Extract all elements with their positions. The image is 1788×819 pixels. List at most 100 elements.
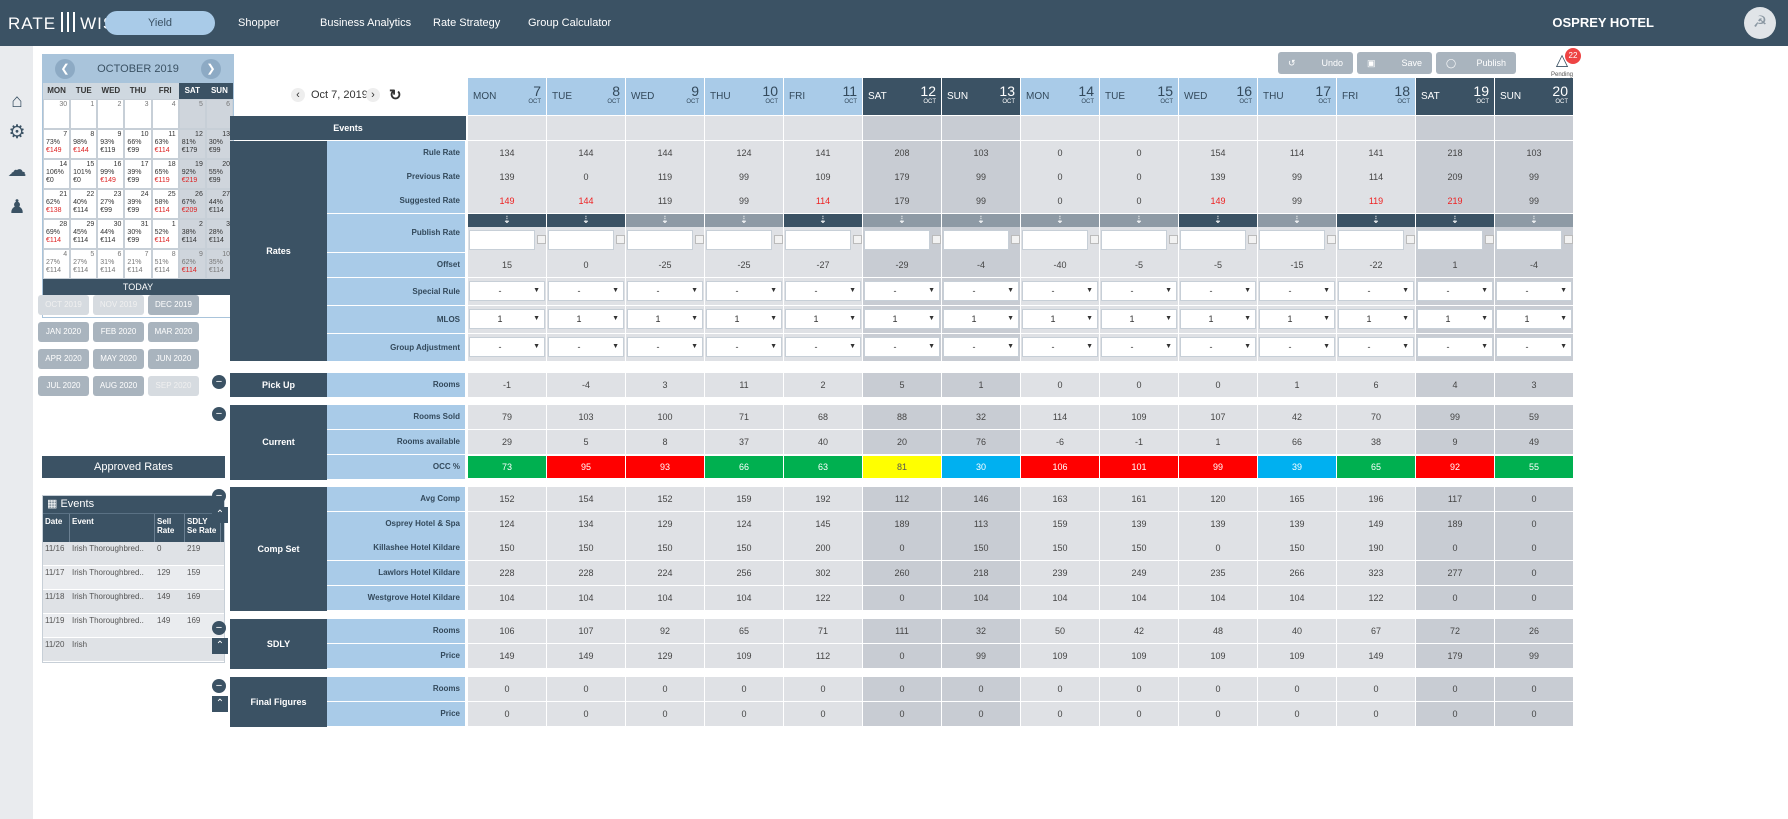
event-row[interactable]: 11/18 Irish Thoroughbred.. 149 169 bbox=[43, 590, 224, 614]
calendar-day[interactable]: 5 27% €114 bbox=[70, 249, 98, 279]
publish-rate-input[interactable] bbox=[1101, 230, 1167, 250]
day-column-header[interactable]: SUN 20 OCT bbox=[1495, 78, 1573, 115]
day-column-header[interactable]: MON 14 OCT bbox=[1021, 78, 1099, 115]
month-button[interactable]: FEB 2020 bbox=[93, 322, 144, 342]
day-column-header[interactable]: SAT 12 OCT bbox=[863, 78, 941, 115]
calendar-day[interactable]: 20 55% €99 bbox=[205, 159, 233, 189]
publish-rate-input[interactable] bbox=[706, 230, 772, 250]
mlos-select[interactable]: 1 ▼ bbox=[1259, 309, 1335, 329]
mlos-select[interactable]: 1 ▼ bbox=[1496, 309, 1572, 329]
group-adj-select[interactable]: - ▼ bbox=[469, 337, 545, 357]
mlos-select[interactable]: 1 ▼ bbox=[1338, 309, 1414, 329]
expand-final-icon[interactable]: ⌃ bbox=[212, 696, 228, 712]
collapse-compset-icon[interactable]: − bbox=[212, 489, 226, 503]
undo-button[interactable]: ↺ Undo bbox=[1278, 52, 1353, 74]
calendar-day[interactable]: 26 67% €209 bbox=[178, 189, 206, 219]
month-button[interactable]: APR 2020 bbox=[38, 349, 89, 369]
calendar-day[interactable]: 10 35% €114 bbox=[205, 249, 233, 279]
special-rule-select[interactable]: - ▼ bbox=[943, 281, 1019, 301]
collapse-current-icon[interactable]: − bbox=[212, 407, 226, 421]
save-button[interactable]: ▣ Save bbox=[1357, 52, 1432, 74]
publish-checkbox[interactable] bbox=[616, 235, 625, 244]
mlos-select[interactable]: 1 ▼ bbox=[1180, 309, 1256, 329]
calendar-day[interactable]: 16 99% €149 bbox=[97, 159, 125, 189]
group-adj-select[interactable]: - ▼ bbox=[943, 337, 1019, 357]
user-avatar[interactable]: ☭ bbox=[1744, 7, 1776, 39]
mlos-select[interactable]: 1 ▼ bbox=[469, 309, 545, 329]
publish-rate-input[interactable] bbox=[943, 230, 1009, 250]
publish-checkbox[interactable] bbox=[1485, 235, 1494, 244]
publish-checkbox[interactable] bbox=[853, 235, 862, 244]
day-column-header[interactable]: TUE 8 OCT bbox=[547, 78, 625, 115]
mlos-select[interactable]: 1 ▼ bbox=[706, 309, 782, 329]
month-button[interactable]: JUL 2020 bbox=[38, 376, 89, 396]
collapse-pickup-icon[interactable]: − bbox=[212, 375, 226, 389]
gears-icon[interactable]: ⚙ bbox=[8, 122, 26, 143]
mlos-select[interactable]: 1 ▼ bbox=[785, 309, 861, 329]
apply-suggested-icon[interactable]: ⇣ bbox=[784, 214, 862, 227]
calendar-day[interactable]: 2 bbox=[97, 99, 125, 129]
calendar-day[interactable]: 28 69% €114 bbox=[43, 219, 71, 249]
day-column-header[interactable]: MON 7 OCT bbox=[468, 78, 546, 115]
special-rule-select[interactable]: - ▼ bbox=[1259, 281, 1335, 301]
publish-rate-input[interactable] bbox=[1259, 230, 1325, 250]
mlos-select[interactable]: 1 ▼ bbox=[1022, 309, 1098, 329]
month-button[interactable]: JUN 2020 bbox=[148, 349, 199, 369]
publish-checkbox[interactable] bbox=[1169, 235, 1178, 244]
publish-rate-input[interactable] bbox=[864, 230, 930, 250]
calendar-day[interactable]: 5 bbox=[178, 99, 206, 129]
publish-checkbox[interactable] bbox=[774, 235, 783, 244]
special-rule-select[interactable]: - ▼ bbox=[864, 281, 940, 301]
day-column-header[interactable]: THU 10 OCT bbox=[705, 78, 783, 115]
publish-rate-input[interactable] bbox=[1338, 230, 1404, 250]
month-button[interactable]: AUG 2020 bbox=[93, 376, 144, 396]
calendar-day[interactable]: 13 30% €99 bbox=[205, 129, 233, 159]
publish-checkbox[interactable] bbox=[1011, 235, 1020, 244]
mlos-select[interactable]: 1 ▼ bbox=[943, 309, 1019, 329]
calendar-day[interactable]: 24 39% €99 bbox=[124, 189, 152, 219]
special-rule-select[interactable]: - ▼ bbox=[627, 281, 703, 301]
calendar-day[interactable]: 1 52% €114 bbox=[151, 219, 179, 249]
notification-bell-icon[interactable]: △ 22 Pending bbox=[1547, 48, 1581, 80]
apply-suggested-icon[interactable]: ⇣ bbox=[626, 214, 704, 227]
publish-rate-input[interactable] bbox=[1417, 230, 1483, 250]
publish-button[interactable]: ◯ Publish bbox=[1436, 52, 1516, 74]
special-rule-select[interactable]: - ▼ bbox=[706, 281, 782, 301]
nav-group-calculator[interactable]: Group Calculator bbox=[528, 17, 612, 29]
calendar-day[interactable]: 10 66% €99 bbox=[124, 129, 152, 159]
nav-yield[interactable]: Yield bbox=[105, 11, 215, 35]
mlos-select[interactable]: 1 ▼ bbox=[627, 309, 703, 329]
day-column-header[interactable]: FRI 18 OCT bbox=[1337, 78, 1415, 115]
month-button[interactable]: NOV 2019 bbox=[93, 295, 144, 315]
calendar-day[interactable]: 11 63% €114 bbox=[151, 129, 179, 159]
approved-rates-button[interactable]: Approved Rates bbox=[42, 456, 225, 478]
apply-suggested-icon[interactable]: ⇣ bbox=[547, 214, 625, 227]
calendar-day[interactable]: 7 21% €114 bbox=[124, 249, 152, 279]
month-button[interactable]: OCT 2019 bbox=[38, 295, 89, 315]
apply-suggested-icon[interactable]: ⇣ bbox=[1100, 214, 1178, 227]
special-rule-select[interactable]: - ▼ bbox=[1022, 281, 1098, 301]
month-button[interactable]: JAN 2020 bbox=[38, 322, 89, 342]
calendar-day[interactable]: 30 bbox=[43, 99, 71, 129]
prev-month-button[interactable]: ❮ bbox=[55, 59, 75, 79]
day-column-header[interactable]: FRI 11 OCT bbox=[784, 78, 862, 115]
group-adj-select[interactable]: - ▼ bbox=[1180, 337, 1256, 357]
mlos-select[interactable]: 1 ▼ bbox=[1101, 309, 1177, 329]
mlos-select[interactable]: 1 ▼ bbox=[548, 309, 624, 329]
day-column-header[interactable]: WED 16 OCT bbox=[1179, 78, 1257, 115]
apply-suggested-icon[interactable]: ⇣ bbox=[1179, 214, 1257, 227]
users-icon[interactable]: ♟ bbox=[8, 197, 26, 218]
collapse-final-icon[interactable]: − bbox=[212, 679, 226, 693]
month-button[interactable]: MAR 2020 bbox=[148, 322, 199, 342]
apply-suggested-icon[interactable]: ⇣ bbox=[1258, 214, 1336, 227]
apply-suggested-icon[interactable]: ⇣ bbox=[863, 214, 941, 227]
apply-suggested-icon[interactable]: ⇣ bbox=[1416, 214, 1494, 227]
calendar-day[interactable]: 6 bbox=[205, 99, 233, 129]
event-row[interactable]: 11/16 Irish Thoroughbred.. 0 219 bbox=[43, 542, 224, 566]
publish-checkbox[interactable] bbox=[1090, 235, 1099, 244]
calendar-day[interactable]: 22 40% €114 bbox=[70, 189, 98, 219]
group-adj-select[interactable]: - ▼ bbox=[1496, 337, 1572, 357]
special-rule-select[interactable]: - ▼ bbox=[1101, 281, 1177, 301]
calendar-day[interactable]: 8 98% €144 bbox=[70, 129, 98, 159]
calendar-day[interactable]: 18 65% €119 bbox=[151, 159, 179, 189]
